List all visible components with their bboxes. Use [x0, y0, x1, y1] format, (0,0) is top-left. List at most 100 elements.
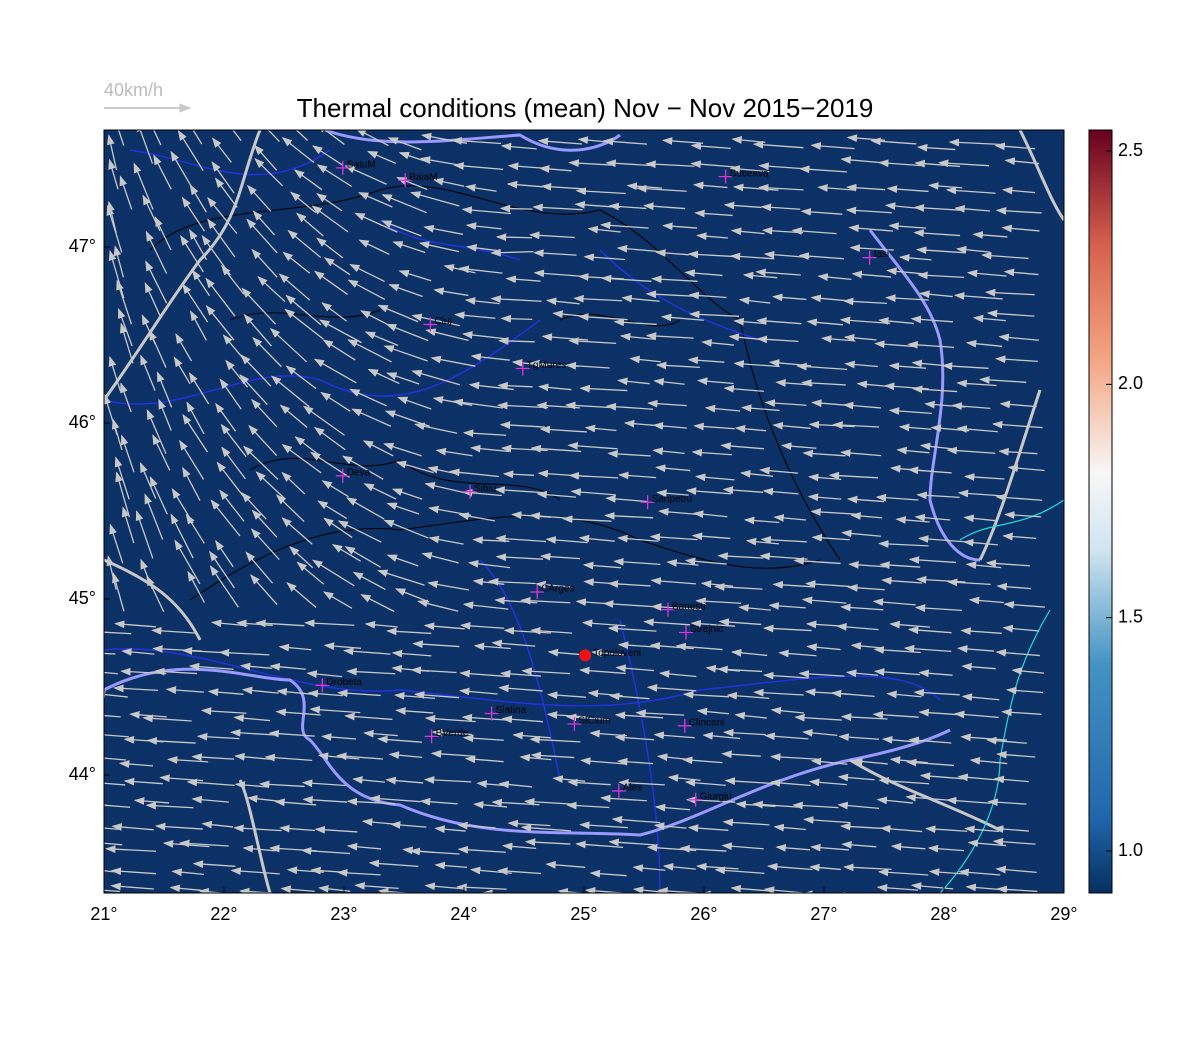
wind-arrow — [465, 222, 502, 230]
y-tick-label: 45° — [69, 588, 96, 608]
wind-arrow — [349, 388, 387, 407]
wind-arrow — [383, 345, 428, 362]
wind-arrow — [321, 733, 357, 741]
wind-arrow — [207, 218, 236, 258]
wind-arrow — [282, 251, 311, 274]
wind-arrow — [133, 797, 170, 805]
wind-arrow — [409, 847, 460, 856]
wind-arrow — [313, 270, 348, 295]
wind-arrow — [383, 519, 429, 539]
wind-arrow — [579, 384, 628, 393]
wind-arrow — [956, 425, 998, 433]
wind-arrow — [205, 277, 236, 317]
wind-arrow — [502, 470, 535, 479]
station: Strejnic — [679, 624, 723, 640]
wind-arrow — [605, 402, 654, 411]
wind-arrow — [363, 483, 397, 500]
wind-arrow — [388, 284, 423, 298]
wind-arrow — [322, 591, 353, 609]
wind-arrow — [607, 624, 657, 633]
wind-arrow — [905, 793, 952, 802]
wind-arrow — [423, 776, 472, 784]
wind-arrow — [764, 732, 809, 741]
wind-arrow — [996, 885, 1038, 893]
wind-arrow — [584, 424, 617, 433]
wind-arrow — [209, 550, 235, 589]
wind-arrow — [740, 404, 780, 413]
border — [104, 130, 981, 837]
wind-arrow — [497, 381, 533, 390]
wind-arrow — [873, 668, 921, 676]
title: Thermal conditions (mean) Nov − Nov 2015… — [297, 93, 874, 123]
wind-arrow — [545, 861, 586, 869]
wind-arrow — [239, 662, 273, 671]
wind-arrow — [954, 204, 991, 213]
station-marker — [423, 317, 438, 332]
wind-arrow — [214, 177, 238, 208]
colorbar-tick-label: 2.5 — [1118, 140, 1143, 160]
wind-arrow — [530, 444, 582, 453]
wind-arrow — [351, 408, 392, 427]
wind-arrow — [431, 728, 472, 737]
wind-arrow — [888, 407, 932, 415]
station-marker — [335, 468, 350, 483]
wind-arrow — [693, 422, 735, 431]
wind-arrow — [541, 333, 589, 341]
x-tick-label: 28° — [930, 904, 957, 924]
wind-arrow — [113, 684, 159, 693]
wind-arrow — [963, 538, 998, 547]
wind-arrow — [760, 535, 807, 544]
wind-arrow — [389, 821, 427, 829]
wind-arrow — [146, 737, 196, 745]
wind-arrow — [464, 297, 500, 305]
wind-arrow — [219, 378, 242, 410]
wind-arrow — [113, 245, 125, 278]
wind-arrow — [386, 502, 420, 515]
wind-arrow — [547, 648, 580, 657]
wind-arrow — [499, 204, 533, 213]
wind-arrow — [454, 311, 496, 320]
wind-arrow — [207, 688, 244, 697]
wind-arrow — [191, 269, 211, 297]
wind-arrow — [778, 649, 817, 658]
wind-arrow — [565, 401, 610, 410]
wind-arrow — [1001, 224, 1040, 233]
wind-arrow — [616, 244, 659, 253]
wind-arrow — [158, 398, 172, 431]
wind-arrow — [646, 684, 697, 692]
wind-arrow — [306, 670, 343, 678]
wind-arrow — [890, 842, 926, 851]
wind-arrow — [781, 442, 817, 451]
wind-arrow — [730, 884, 769, 893]
wind-arrow — [110, 882, 154, 891]
wind-arrow — [398, 269, 432, 282]
wind-arrow — [917, 271, 965, 280]
wind-arrow — [500, 314, 533, 323]
wind-arrow — [281, 443, 322, 474]
wind-arrow — [179, 439, 205, 480]
wind-arrow — [608, 202, 647, 211]
wind-arrow — [759, 466, 799, 475]
wind-arrow — [435, 447, 473, 457]
wind-arrow — [456, 883, 507, 892]
wind-arrow — [145, 801, 194, 810]
wind-arrow — [109, 523, 124, 564]
wind-arrow — [144, 282, 162, 319]
wind-arrow — [806, 643, 841, 652]
wind-arrow — [1003, 268, 1039, 277]
wind-arrow — [503, 626, 551, 635]
wind-arrow — [691, 532, 731, 541]
wind-arrow — [211, 137, 232, 163]
wind-arrow — [145, 260, 168, 304]
wind-arrow — [112, 572, 125, 612]
wind-arrow — [684, 557, 727, 566]
wind-arrow — [993, 825, 1029, 833]
wind-arrow — [953, 292, 1003, 300]
wind-arrow — [232, 130, 242, 142]
wind-arrow — [104, 690, 128, 699]
wind-arrow — [565, 361, 610, 370]
map-background — [104, 130, 1064, 893]
vector-key-label: 40km/h — [104, 80, 163, 100]
wind-arrow — [1011, 667, 1045, 675]
wind-arrow — [734, 424, 767, 433]
